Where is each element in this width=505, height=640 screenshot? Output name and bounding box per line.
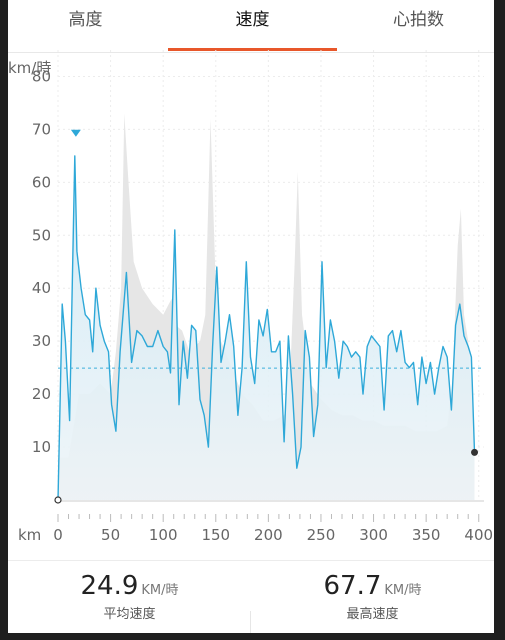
- metric-tabs: 高度 速度 心拍数: [8, 0, 494, 53]
- x-tick-label: 200: [254, 526, 283, 544]
- active-tab-indicator: [168, 48, 337, 51]
- x-axis-ticks: [57, 500, 484, 522]
- average-speed-value: 24.9: [80, 571, 139, 601]
- y-tick-label: 20: [32, 385, 51, 403]
- x-tick-label: 400: [464, 526, 493, 544]
- axis-labels: km/時 km 10 20 30 40 50 60 70 80 0 50 100 150 200 250 300…: [8, 59, 493, 544]
- summary-divider: [250, 611, 251, 633]
- speed-line: [57, 155, 476, 501]
- y-tick-label: 50: [32, 226, 51, 244]
- app-frame: 高度 速度 心拍数 km/時 km 10 20 30 40 50 60 70 80 0 50 100 15…: [8, 0, 494, 633]
- end-point-marker: [471, 448, 479, 456]
- y-tick-label: 80: [32, 67, 51, 85]
- start-point-marker: [54, 496, 62, 504]
- x-tick-label: 50: [101, 526, 120, 544]
- y-tick-label: 60: [32, 173, 51, 191]
- y-tick-label: 40: [32, 279, 51, 297]
- average-speed-stat: 24.9 KM/時 平均速度: [8, 571, 251, 622]
- summary-bar: 24.9 KM/時 平均速度 67.7 KM/時 最高速度: [8, 560, 494, 633]
- x-tick-label: 250: [307, 526, 336, 544]
- y-tick-label: 10: [32, 438, 51, 456]
- max-speed-stat: 67.7 KM/時 最高速度: [251, 571, 494, 622]
- max-speed-label: 最高速度: [346, 607, 399, 622]
- x-tick-label: 150: [201, 526, 230, 544]
- speed-chart: km/時 km 10 20 30 40 50 60 70 80 0 50 100 150 200 250 300…: [8, 50, 493, 544]
- y-axis-title: km/時: [8, 59, 51, 77]
- max-speed-value: 67.7: [323, 571, 382, 601]
- tab-speed[interactable]: 速度: [235, 10, 270, 30]
- y-tick-label: 70: [32, 120, 51, 138]
- speed-area: [58, 155, 475, 500]
- y-tick-label: 30: [32, 332, 51, 350]
- x-axis-title: km: [18, 526, 41, 544]
- markers: [54, 129, 479, 504]
- x-tick-label: 100: [149, 526, 178, 544]
- tab-heart-rate[interactable]: 心拍数: [393, 10, 444, 30]
- average-speed-label: 平均速度: [103, 607, 156, 622]
- x-tick-label: 0: [53, 526, 63, 544]
- x-tick-label: 300: [359, 526, 388, 544]
- tab-elevation[interactable]: 高度: [68, 10, 103, 30]
- max-speed-unit: KM/時: [384, 583, 422, 598]
- max-speed-marker: [70, 129, 81, 137]
- average-speed-unit: KM/時: [141, 583, 179, 598]
- x-tick-label: 350: [412, 526, 441, 544]
